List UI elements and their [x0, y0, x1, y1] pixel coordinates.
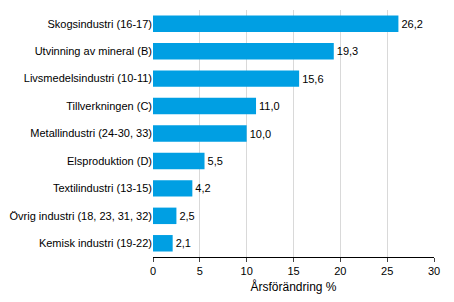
svg-text:26,2: 26,2: [401, 18, 422, 30]
svg-text:5: 5: [197, 265, 203, 277]
svg-text:Årsförändring %: Årsförändring %: [250, 279, 336, 294]
svg-text:11,0: 11,0: [259, 100, 280, 112]
svg-text:30: 30: [428, 265, 440, 277]
svg-text:Tillverkningen (C): Tillverkningen (C): [66, 100, 152, 112]
svg-text:25: 25: [381, 265, 393, 277]
svg-text:15,6: 15,6: [302, 73, 323, 85]
svg-text:Textilindustri (13-15): Textilindustri (13-15): [53, 182, 152, 194]
svg-text:Kemisk industri (19-22): Kemisk industri (19-22): [39, 237, 152, 249]
svg-text:5,5: 5,5: [208, 155, 223, 167]
svg-text:Övrig industri (18, 23, 31, 32: Övrig industri (18, 23, 31, 32): [10, 210, 152, 222]
svg-text:0: 0: [150, 265, 156, 277]
svg-text:2,1: 2,1: [176, 237, 191, 249]
svg-text:Utvinning av mineral (B): Utvinning av mineral (B): [35, 45, 152, 57]
svg-text:20: 20: [334, 265, 346, 277]
svg-text:2,5: 2,5: [179, 210, 194, 222]
svg-text:Metallindustri (24-30, 33): Metallindustri (24-30, 33): [30, 127, 152, 139]
svg-text:19,3: 19,3: [337, 45, 358, 57]
svg-text:10,0: 10,0: [250, 128, 271, 140]
svg-text:15: 15: [287, 265, 299, 277]
svg-text:10: 10: [241, 265, 253, 277]
svg-text:Skogsindustri (16-17): Skogsindustri (16-17): [47, 18, 152, 30]
svg-text:Elsproduktion (D): Elsproduktion (D): [67, 155, 152, 167]
svg-text:Livsmedelsindustri (10-11): Livsmedelsindustri (10-11): [24, 72, 152, 84]
svg-text:4,2: 4,2: [195, 182, 210, 194]
